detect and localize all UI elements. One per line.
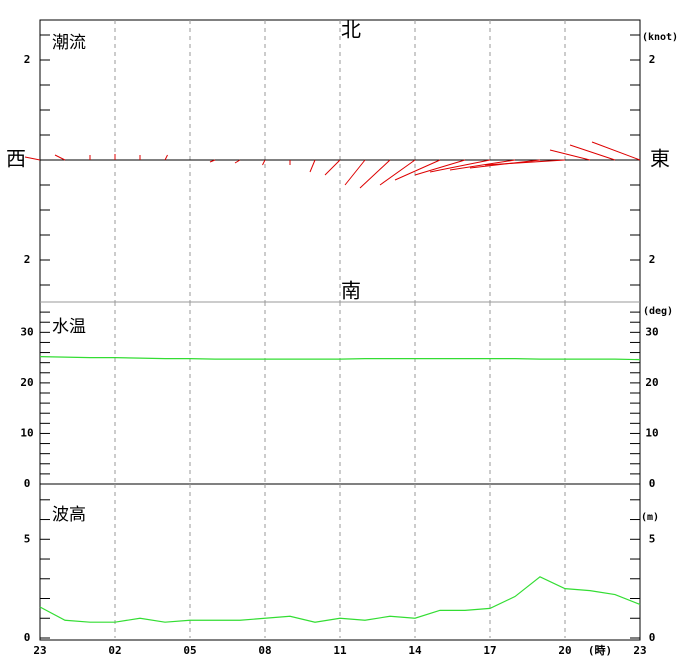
vector — [234, 159, 241, 164]
panel-title: 潮流 — [52, 33, 86, 53]
vector — [359, 159, 391, 189]
vector — [591, 141, 641, 161]
y-tick-label: 2 — [24, 53, 31, 66]
vector — [54, 154, 66, 161]
y-tick-label: 5 — [24, 532, 31, 545]
direction-label: 東 — [650, 147, 670, 171]
y-tick-label: 30 — [645, 325, 658, 338]
x-tick-label: 02 — [108, 644, 121, 657]
x-tick-label: 11 — [333, 644, 347, 657]
direction-label: 南 — [341, 279, 361, 303]
x-tick-label: 05 — [183, 644, 196, 657]
direction-label: 北 — [341, 18, 361, 42]
y-tick-label: 0 — [649, 631, 656, 644]
x-tick-label: 08 — [258, 644, 271, 657]
x-tick-label: 20 — [558, 644, 571, 657]
direction-label: 西 — [6, 147, 26, 171]
y-tick-label: 2 — [24, 253, 31, 266]
vector — [449, 159, 516, 171]
unit: (knot) — [642, 32, 678, 43]
vector — [24, 156, 41, 161]
x-tick-label: 14 — [408, 644, 422, 657]
line — [39, 356, 641, 361]
vector — [324, 159, 341, 176]
vector — [309, 159, 316, 173]
panel-title: 水温 — [52, 317, 86, 337]
vector — [414, 159, 466, 176]
vector — [344, 159, 366, 186]
x-tick-label: 17 — [483, 644, 496, 657]
panel-title: 波高 — [52, 505, 86, 525]
y-tick-label: 30 — [20, 325, 33, 338]
x-tick-label: 23 — [33, 644, 46, 657]
y-tick-label: 0 — [24, 477, 31, 490]
unit: (m) — [641, 512, 659, 523]
y-tick-label: 5 — [649, 532, 656, 545]
y-tick-label: 0 — [649, 477, 656, 490]
vector — [262, 159, 266, 166]
vector — [429, 159, 491, 173]
y-tick-label: 2 — [649, 53, 656, 66]
y-tick-label: 2 — [649, 253, 656, 266]
x-tick-label: 23 — [633, 644, 646, 657]
y-tick-label: 0 — [24, 631, 31, 644]
vector — [209, 159, 216, 163]
vector — [549, 149, 591, 161]
vector — [569, 144, 616, 161]
y-tick-label: 10 — [20, 426, 33, 439]
vector — [484, 159, 566, 166]
line — [39, 576, 641, 623]
vector — [394, 159, 441, 181]
unit: (deg) — [643, 306, 673, 317]
y-tick-label: 20 — [645, 376, 658, 389]
vector — [379, 159, 416, 186]
vector — [164, 154, 168, 161]
x-axis-label: (時) — [588, 643, 612, 657]
y-tick-label: 10 — [645, 426, 658, 439]
y-tick-label: 20 — [20, 376, 33, 389]
